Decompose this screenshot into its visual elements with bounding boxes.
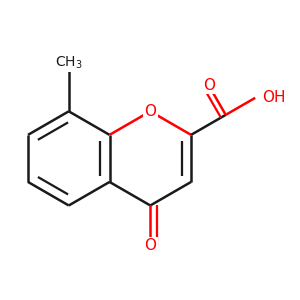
Text: O: O xyxy=(144,238,156,253)
Text: O: O xyxy=(203,78,215,93)
Text: O: O xyxy=(144,104,156,119)
Text: OH: OH xyxy=(262,90,285,105)
Text: CH$_3$: CH$_3$ xyxy=(55,55,82,71)
